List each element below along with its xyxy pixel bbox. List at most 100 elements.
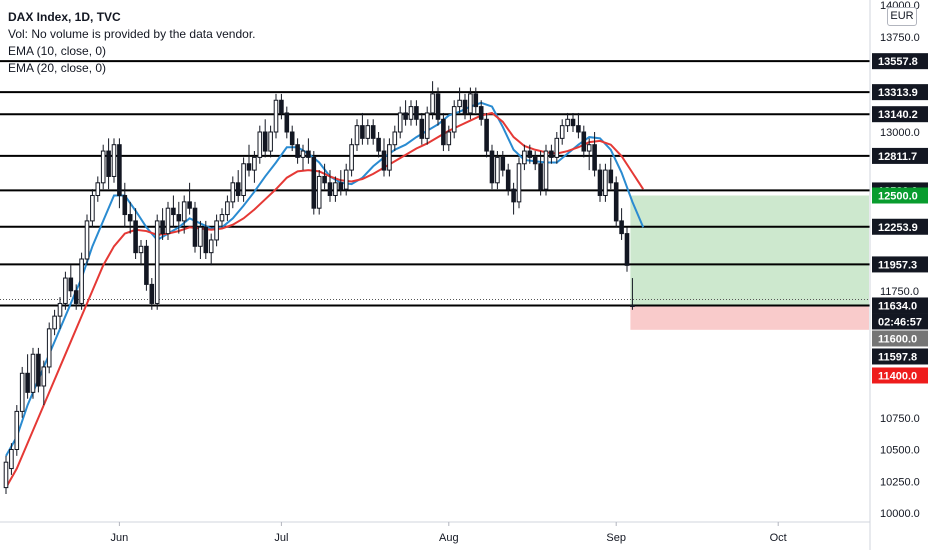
candle[interactable] <box>149 278 155 310</box>
price-axis[interactable]: 10000.0 10250.0 10500.0 10750.0 11750.0 13000… <box>880 0 920 520</box>
candle[interactable] <box>408 100 414 126</box>
candle[interactable] <box>198 220 203 259</box>
candle[interactable] <box>532 151 538 171</box>
candle[interactable] <box>192 201 198 253</box>
candle[interactable] <box>279 93 284 120</box>
candle[interactable] <box>262 119 268 158</box>
candle[interactable] <box>165 201 171 240</box>
candle[interactable] <box>133 208 138 259</box>
candle[interactable] <box>397 106 403 139</box>
candle[interactable] <box>36 347 41 393</box>
candle[interactable] <box>349 138 354 177</box>
candle[interactable] <box>489 144 495 190</box>
candle[interactable] <box>284 106 290 139</box>
candle[interactable] <box>57 297 63 329</box>
candle[interactable] <box>473 87 479 113</box>
candle[interactable] <box>365 119 371 145</box>
candle[interactable] <box>63 271 68 310</box>
candle[interactable] <box>122 182 128 228</box>
candle[interactable] <box>354 119 360 152</box>
loss-zone[interactable] <box>630 305 869 330</box>
candle[interactable] <box>592 132 597 177</box>
candle[interactable] <box>257 125 263 164</box>
candle[interactable] <box>370 119 376 145</box>
candle[interactable] <box>138 239 144 266</box>
candle[interactable] <box>424 106 430 145</box>
candle[interactable] <box>343 163 349 196</box>
candle[interactable] <box>30 347 36 399</box>
candle[interactable] <box>527 144 533 164</box>
candle[interactable] <box>430 81 435 120</box>
candle[interactable] <box>295 138 300 164</box>
candle[interactable] <box>597 163 603 202</box>
candle[interactable] <box>451 100 457 139</box>
time-axis[interactable]: JunJulAugSepOctNovDec <box>111 522 932 544</box>
candle[interactable] <box>246 144 252 177</box>
candle[interactable] <box>387 138 392 177</box>
candle[interactable] <box>381 138 387 177</box>
candle[interactable] <box>333 176 338 202</box>
candle[interactable] <box>90 189 95 228</box>
candle[interactable] <box>581 125 587 158</box>
candle[interactable] <box>468 87 473 120</box>
candle[interactable] <box>219 208 225 228</box>
candle[interactable] <box>630 278 635 310</box>
candle[interactable] <box>252 151 257 183</box>
candle[interactable] <box>52 309 57 336</box>
candle[interactable] <box>495 151 500 190</box>
candle[interactable] <box>41 360 47 406</box>
candle[interactable] <box>73 284 79 310</box>
candle[interactable] <box>268 125 273 158</box>
candle[interactable] <box>187 182 192 215</box>
candle[interactable] <box>235 170 241 202</box>
candles[interactable] <box>3 81 635 494</box>
candle[interactable] <box>214 214 219 247</box>
candle[interactable] <box>144 239 149 291</box>
candle[interactable] <box>392 125 398 152</box>
currency-button[interactable]: EUR <box>887 7 917 26</box>
candle[interactable] <box>273 93 279 139</box>
candle[interactable] <box>516 157 522 209</box>
candle[interactable] <box>322 163 327 190</box>
candle[interactable] <box>46 322 52 374</box>
candle[interactable] <box>241 157 246 202</box>
candle[interactable] <box>419 112 425 145</box>
candle[interactable] <box>511 182 516 215</box>
candle[interactable] <box>95 176 101 202</box>
candle[interactable] <box>14 405 20 456</box>
candle[interactable] <box>624 227 630 272</box>
candle[interactable] <box>484 112 489 158</box>
candle[interactable] <box>171 195 176 228</box>
candle[interactable] <box>441 112 446 152</box>
candle[interactable] <box>9 443 14 475</box>
candle[interactable] <box>478 100 484 126</box>
ema20-legend[interactable]: EMA (20, close, 0) <box>8 61 107 75</box>
candle[interactable] <box>565 112 570 132</box>
candle[interactable] <box>311 151 317 215</box>
candle[interactable] <box>376 132 381 158</box>
candle[interactable] <box>160 208 165 240</box>
profit-zone[interactable] <box>630 195 869 306</box>
candle[interactable] <box>3 455 9 494</box>
candle[interactable] <box>554 132 560 164</box>
candle[interactable] <box>203 220 209 259</box>
candle[interactable] <box>79 252 84 310</box>
candle[interactable] <box>181 195 187 234</box>
candle[interactable] <box>327 170 333 202</box>
candle[interactable] <box>154 214 160 310</box>
candle[interactable] <box>538 151 543 196</box>
candle[interactable] <box>619 208 624 240</box>
candle[interactable] <box>608 157 614 190</box>
ema10-legend[interactable]: EMA (10, close, 0) <box>8 44 107 58</box>
candle[interactable] <box>462 93 468 120</box>
candle[interactable] <box>100 144 106 190</box>
candle[interactable] <box>111 138 117 183</box>
candle[interactable] <box>84 214 90 266</box>
candle[interactable] <box>360 112 365 145</box>
candle[interactable] <box>106 138 111 190</box>
candle[interactable] <box>613 176 619 228</box>
candle[interactable] <box>117 138 122 209</box>
candle[interactable] <box>25 354 30 399</box>
candle[interactable] <box>208 233 214 266</box>
